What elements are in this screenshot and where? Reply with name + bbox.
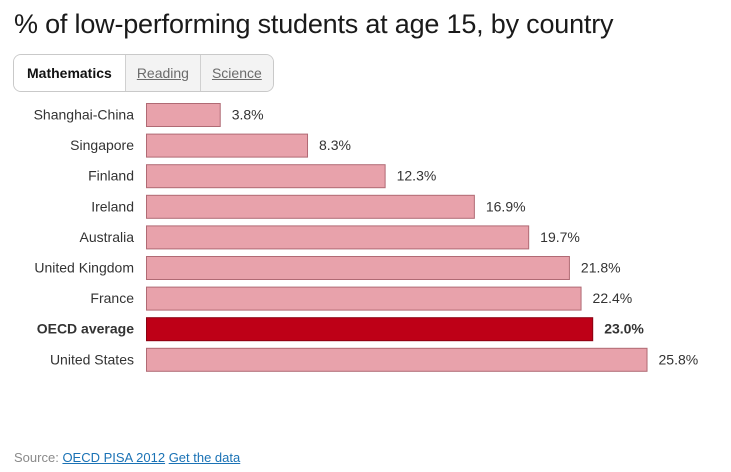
bar-highlight[interactable]: [146, 317, 594, 342]
category-label: Shanghai-China: [34, 107, 135, 123]
bar[interactable]: [146, 164, 386, 189]
value-label: 21.8%: [581, 260, 621, 276]
value-label: 19.7%: [540, 229, 580, 245]
source-line: Source: OECD PISA 2012 Get the data: [14, 450, 240, 465]
value-label: 12.3%: [397, 168, 437, 184]
category-label: Finland: [88, 168, 134, 184]
bar[interactable]: [146, 194, 475, 219]
value-label: 8.3%: [319, 137, 351, 153]
tab-reading[interactable]: Reading: [124, 55, 200, 91]
category-label: United States: [50, 351, 134, 367]
value-label: 16.9%: [486, 198, 526, 214]
value-label: 22.4%: [593, 290, 633, 306]
bar[interactable]: [146, 347, 648, 372]
bar[interactable]: [146, 225, 530, 250]
source-link[interactable]: OECD PISA 2012: [62, 450, 166, 465]
bar[interactable]: [146, 256, 570, 280]
subject-tabs: Mathematics Reading Science: [13, 54, 274, 92]
tab-mathematics[interactable]: Mathematics: [14, 55, 125, 91]
value-label: 23.0%: [604, 321, 644, 337]
category-label: Ireland: [91, 198, 134, 214]
category-label: OECD average: [37, 321, 134, 337]
bar-chart: Shanghai-China 3.8% Singapore 8.3% Finland 12…: [34, 103, 699, 372]
bar[interactable]: [146, 103, 221, 127]
get-data-link[interactable]: Get the data: [168, 450, 241, 465]
bar[interactable]: [146, 286, 582, 311]
chart-title: % of low-performing students at age 15, …: [14, 9, 614, 39]
source-label: Source:: [14, 450, 59, 465]
value-label: 25.8%: [659, 351, 699, 367]
tab-science[interactable]: Science: [199, 55, 273, 91]
category-label: Singapore: [70, 137, 134, 153]
bar[interactable]: [146, 133, 309, 158]
category-label: Australia: [80, 229, 135, 245]
category-label: France: [90, 290, 134, 306]
value-label: 3.8%: [232, 107, 264, 123]
category-label: United Kingdom: [34, 260, 134, 276]
